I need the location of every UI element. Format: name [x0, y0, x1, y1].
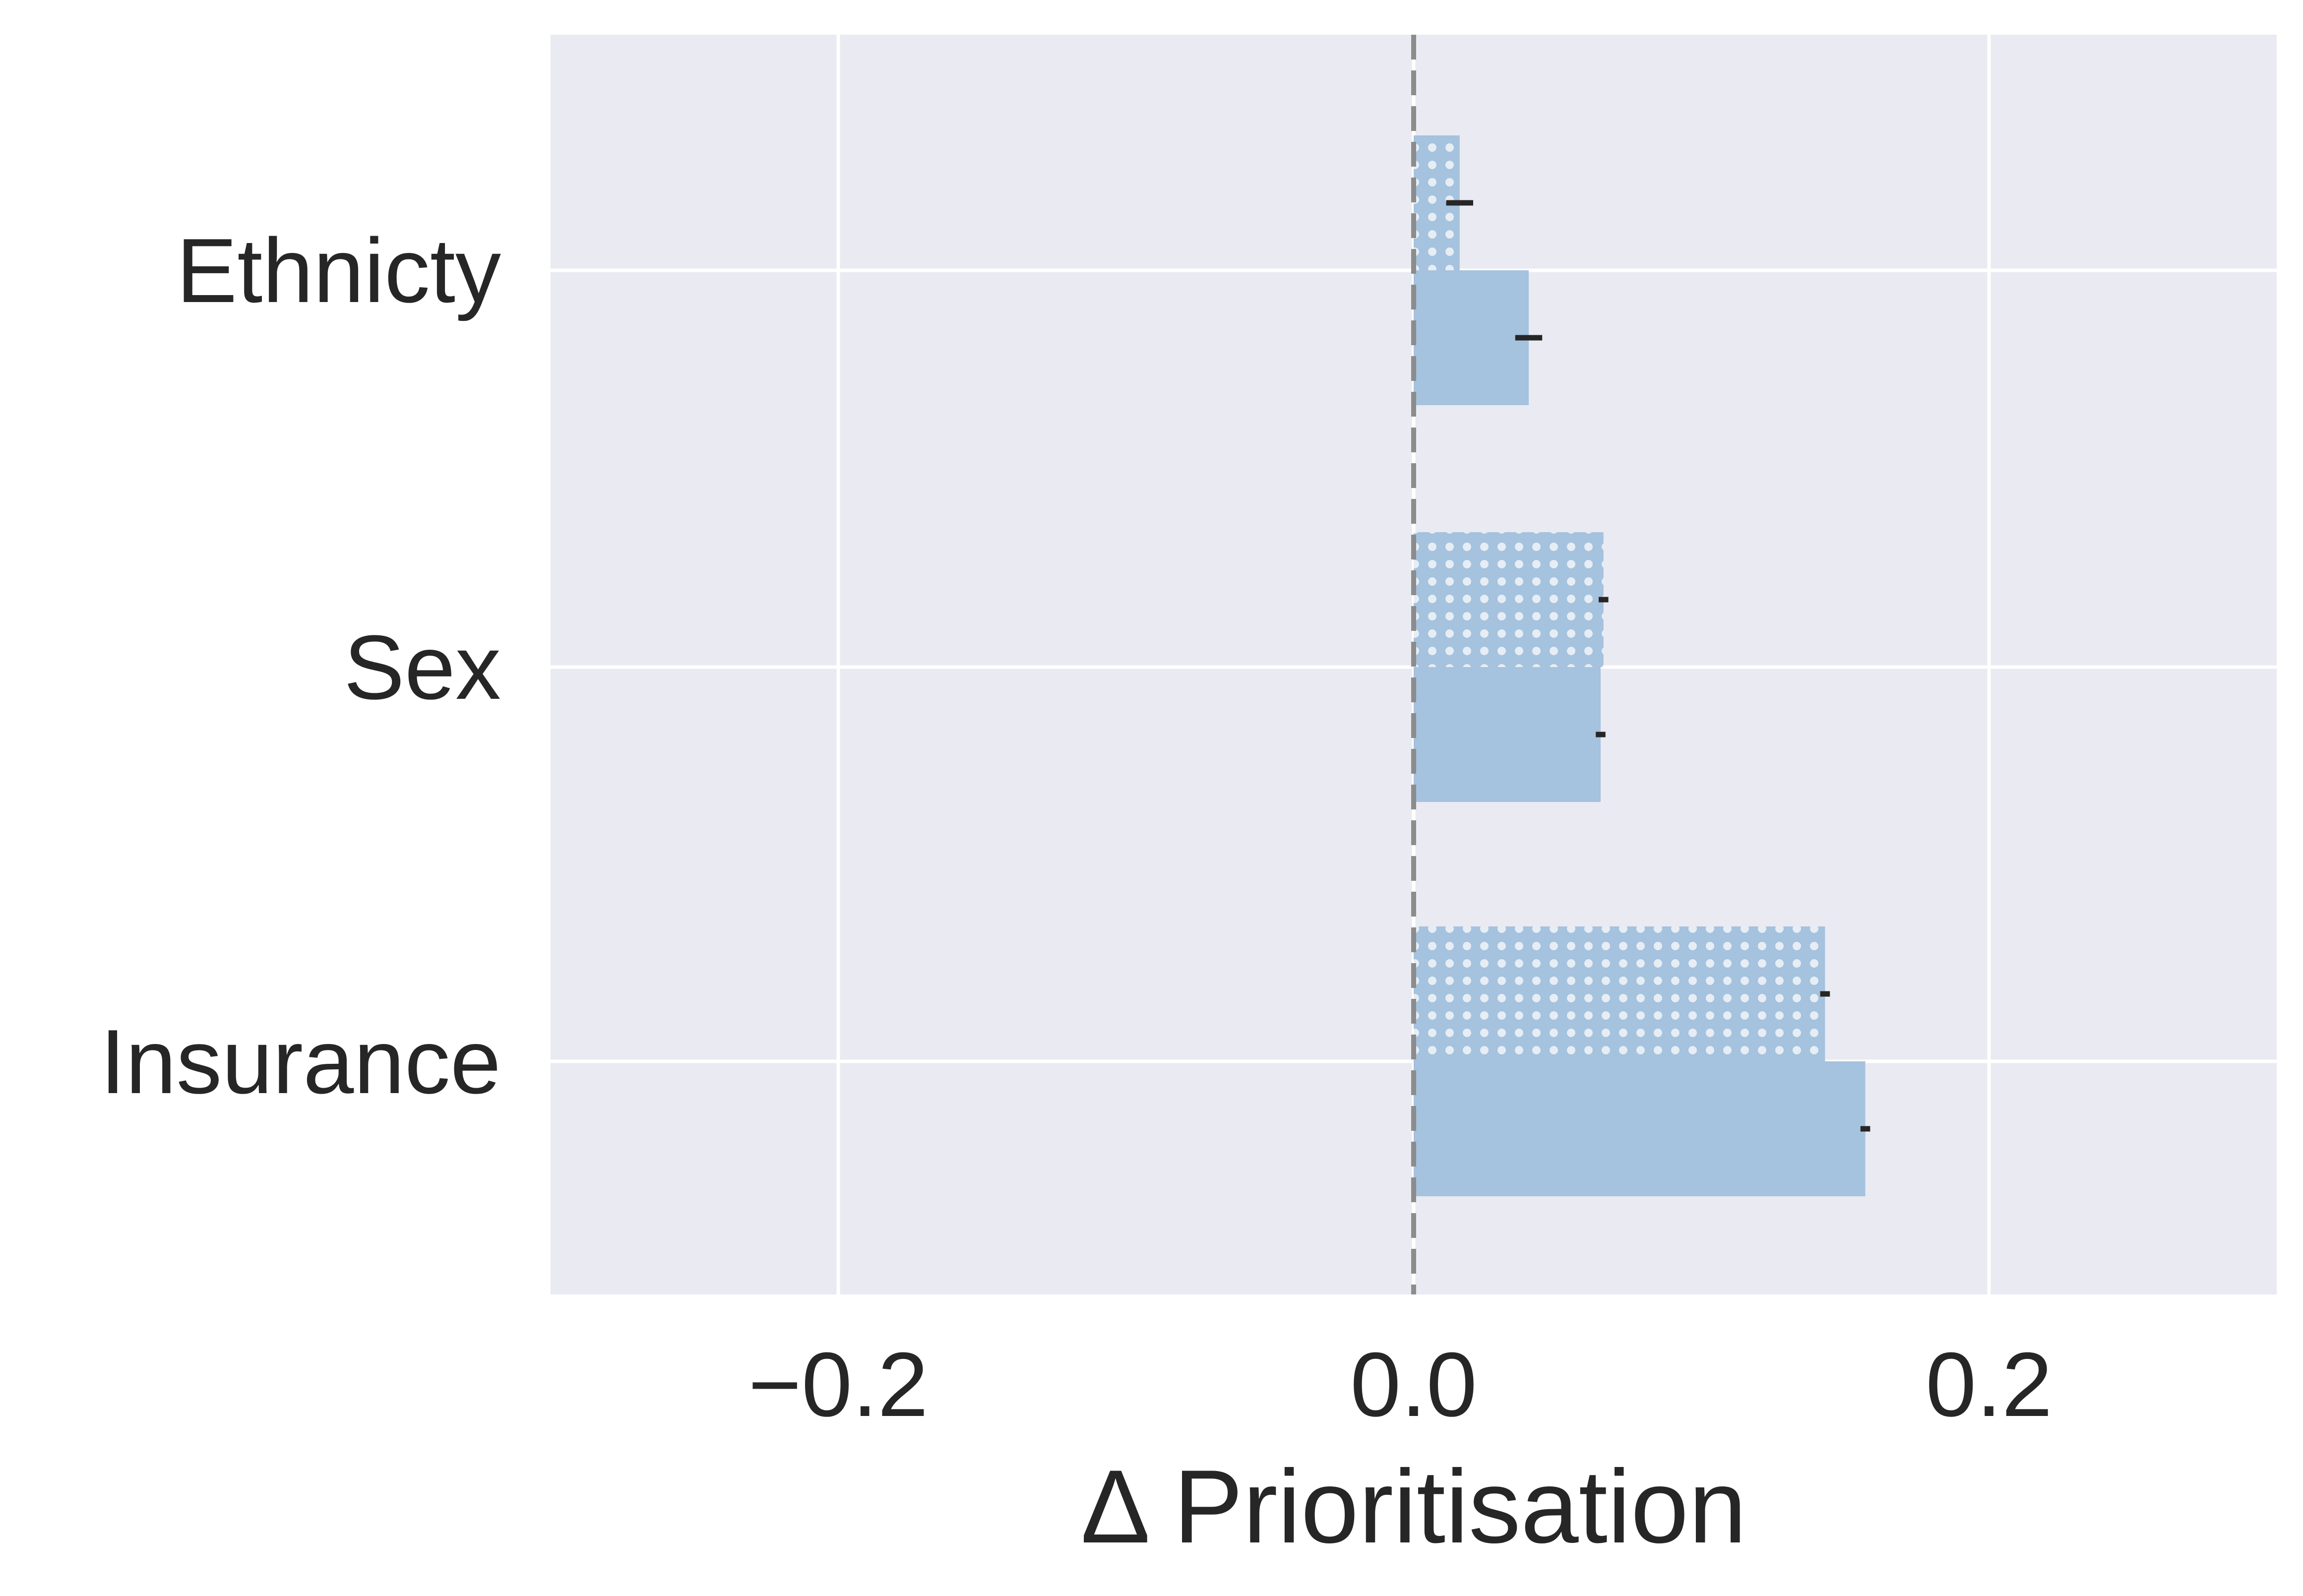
x-tick-label: −0.2	[748, 1333, 928, 1435]
y-tick-label-insurance: Insurance	[100, 1010, 501, 1112]
bar-insurance-dots	[1414, 926, 1825, 1061]
x-tick-label: 0.2	[1926, 1333, 2053, 1435]
x-axis-label: Δ Prioritisation	[1081, 1448, 1746, 1565]
x-tick-label: 0.0	[1350, 1333, 1477, 1435]
bar-ethnicty-solid	[1414, 270, 1529, 405]
bar-sex-dots	[1414, 532, 1604, 667]
bar-sex-solid	[1414, 667, 1601, 802]
y-tick-label-sex: Sex	[344, 616, 501, 718]
y-tick-label-ethnicty: Ethnicty	[176, 219, 501, 321]
bar-insurance-solid	[1414, 1061, 1866, 1196]
